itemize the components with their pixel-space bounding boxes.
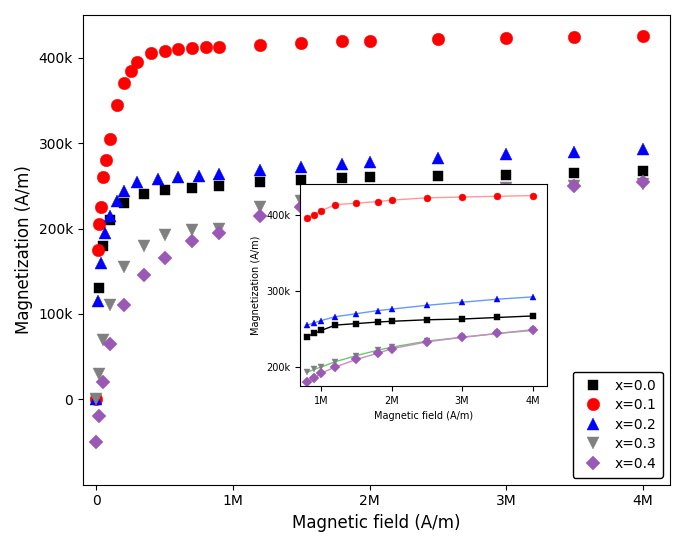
Legend: x=0.0, x=0.1, x=0.2, x=0.3, x=0.4: x=0.0, x=0.1, x=0.2, x=0.3, x=0.4: [573, 371, 663, 478]
Y-axis label: Magnetization (A/m): Magnetization (A/m): [15, 165, 33, 334]
X-axis label: Magnetic field (A/m): Magnetic field (A/m): [292, 514, 460, 532]
